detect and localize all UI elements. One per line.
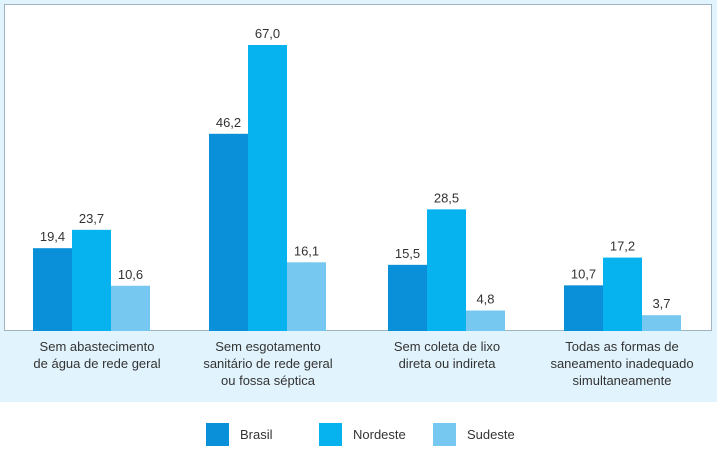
data-label-brasil-1: 19,4 bbox=[40, 229, 65, 244]
data-label-nordeste-4: 17,2 bbox=[610, 239, 635, 254]
legend-swatch-brasil bbox=[206, 423, 229, 446]
legend-label-sudeste: Sudeste bbox=[467, 427, 515, 442]
bar-nordeste-1 bbox=[72, 229, 111, 331]
bar-sudeste-4 bbox=[642, 315, 681, 331]
category-label-line: de água de rede geral bbox=[33, 356, 161, 371]
legend-label-nordeste: Nordeste bbox=[353, 427, 406, 442]
category-label-line: sanitário de rede geral bbox=[203, 356, 333, 371]
legend-label-brasil: Brasil bbox=[240, 427, 273, 442]
data-label-brasil-3: 15,5 bbox=[395, 246, 420, 261]
category-label-line: Sem abastecimento bbox=[39, 339, 155, 354]
legend-swatch-nordeste bbox=[319, 423, 342, 446]
data-label-nordeste-2: 67,0 bbox=[255, 26, 280, 41]
data-label-brasil-4: 10,7 bbox=[571, 266, 596, 281]
data-label-sudeste-3: 4,8 bbox=[476, 292, 494, 307]
legend-item-nordeste: Nordeste bbox=[319, 423, 406, 446]
bar-brasil-2 bbox=[209, 133, 248, 331]
bar-nordeste-3 bbox=[427, 209, 466, 331]
category-label-line: ou fossa séptica bbox=[221, 373, 315, 388]
category-label-line: simultaneamente bbox=[572, 373, 672, 388]
category-label-line: direta ou indireta bbox=[398, 356, 496, 371]
data-label-sudeste-2: 16,1 bbox=[294, 243, 319, 258]
bar-brasil-3 bbox=[388, 264, 427, 331]
bar-brasil-4 bbox=[564, 285, 603, 331]
bar-sudeste-1 bbox=[111, 285, 150, 331]
category-label-4: Todas as formas de saneamento inadequado… bbox=[537, 338, 707, 389]
data-label-nordeste-3: 28,5 bbox=[434, 190, 459, 205]
data-label-brasil-2: 46,2 bbox=[216, 115, 241, 130]
category-label-3: Sem coleta de lixo direta ou indireta bbox=[362, 338, 532, 372]
bar-nordeste-2 bbox=[248, 45, 287, 331]
category-label-1: Sem abastecimento de água de rede geral bbox=[12, 338, 182, 372]
bar-brasil-1 bbox=[33, 248, 72, 331]
data-label-sudeste-4: 3,7 bbox=[652, 296, 670, 311]
category-label-line: saneamento inadequado bbox=[550, 356, 694, 371]
data-label-sudeste-1: 10,6 bbox=[118, 267, 143, 282]
legend-item-sudeste: Sudeste bbox=[433, 423, 515, 446]
category-label-line: Sem coleta de lixo bbox=[393, 339, 501, 354]
legend-item-brasil: Brasil bbox=[206, 423, 273, 446]
legend-swatch-sudeste bbox=[433, 423, 456, 446]
data-label-nordeste-1: 23,7 bbox=[79, 211, 104, 226]
bar-sudeste-3 bbox=[466, 310, 505, 331]
plot-area bbox=[4, 4, 712, 331]
category-label-line: Sem esgotamento bbox=[215, 339, 321, 354]
category-label-line: Todas as formas de bbox=[565, 339, 679, 354]
category-label-2: Sem esgotamento sanitário de rede geral … bbox=[183, 338, 353, 389]
bar-nordeste-4 bbox=[603, 257, 642, 331]
bar-sudeste-2 bbox=[287, 262, 326, 331]
